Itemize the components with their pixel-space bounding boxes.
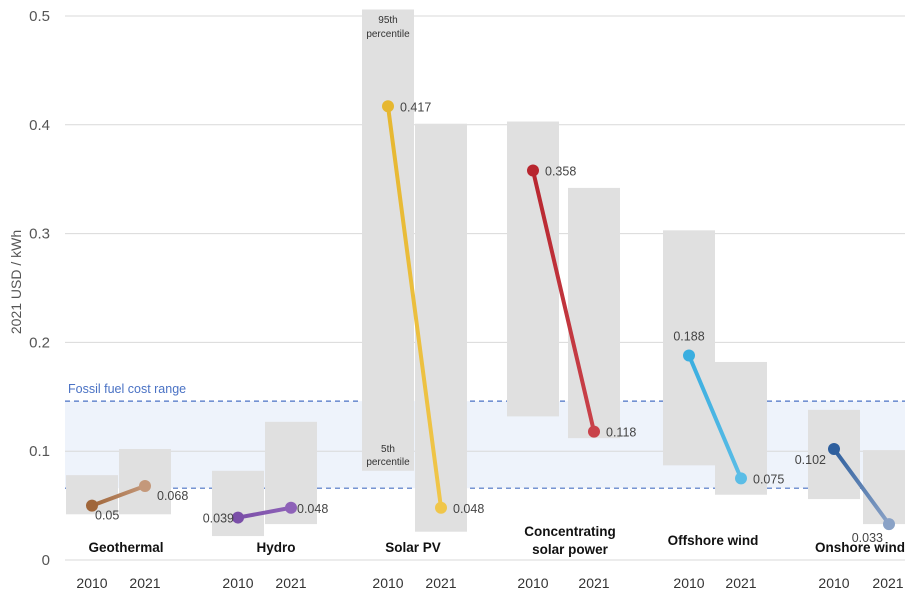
y-axis-label: 2021 USD / kWh (8, 230, 24, 334)
data-point (828, 443, 840, 456)
x-tick-label: 2010 (673, 575, 704, 589)
y-tick-label: 0.4 (29, 117, 50, 134)
y-tick-label: 0 (42, 552, 50, 569)
series-line (386, 104, 443, 510)
chart-text: 0 0.1 0.2 0.3 0.4 0.5 Fossil fuel cost range 0.… (29, 8, 905, 589)
data-label: 0.05 (95, 509, 119, 523)
data-point (86, 499, 98, 512)
percentile-label-low: percentile (366, 457, 410, 468)
percentile-range-bar (568, 187, 620, 439)
series-line (531, 168, 596, 434)
data-point (285, 501, 297, 514)
fossil-range-label: Fossil fuel cost range (68, 382, 186, 396)
data-label: 0.039 (203, 512, 234, 526)
technology-label: Geothermal (88, 540, 163, 555)
x-tick-label: 2021 (425, 575, 456, 589)
data-point (683, 349, 695, 362)
data-point (588, 425, 600, 438)
data-label: 0.068 (157, 489, 188, 503)
data-label: 0.102 (795, 453, 826, 467)
series-lines (86, 100, 895, 531)
data-label: 0.033 (852, 531, 883, 545)
series-line (236, 505, 293, 520)
series-line (90, 484, 147, 508)
x-tick-label: 2010 (517, 575, 548, 589)
percentile-range-bar (212, 470, 264, 537)
technology-label: solar power (532, 542, 609, 557)
data-label: 0.188 (673, 329, 704, 343)
series-line (832, 447, 891, 527)
percentile-label-high: percentile (366, 29, 410, 40)
percentile-label-high: 95th (378, 15, 397, 26)
data-label: 0.417 (400, 100, 431, 114)
data-point (382, 100, 394, 113)
percentile-range-bar (415, 123, 467, 532)
data-label: 0.048 (297, 502, 328, 516)
x-tick-label: 2010 (372, 575, 403, 589)
y-tick-label: 0.2 (29, 334, 50, 351)
data-label: 0.048 (453, 502, 484, 516)
x-tick-label: 2010 (222, 575, 253, 589)
technology-label: Concentrating (524, 524, 616, 539)
series-line (687, 353, 743, 481)
x-tick-label: 2021 (275, 575, 306, 589)
x-tick-label: 2021 (725, 575, 756, 589)
data-point (435, 501, 447, 514)
data-label: 0.075 (753, 472, 784, 486)
technology-label: Hydro (256, 540, 295, 555)
x-tick-label: 2010 (818, 575, 849, 589)
technology-label: Onshore wind (815, 540, 905, 555)
percentile-range-bar (863, 450, 905, 525)
data-point (232, 511, 244, 524)
x-tick-label: 2021 (872, 575, 903, 589)
data-label: 0.358 (545, 164, 576, 178)
x-tick-label: 2021 (129, 575, 160, 589)
technology-label: Solar PV (385, 540, 441, 555)
y-tick-label: 0.1 (29, 443, 50, 460)
data-label: 0.118 (606, 426, 636, 440)
percentile-label-low: 5th (381, 444, 395, 455)
x-tick-label: 2021 (578, 575, 609, 589)
x-tick-label: 2010 (76, 575, 107, 589)
data-point (883, 518, 895, 531)
data-point (735, 472, 747, 485)
data-point (139, 480, 151, 493)
data-point (527, 164, 539, 177)
technology-label: Offshore wind (668, 533, 759, 548)
y-tick-label: 0.3 (29, 226, 50, 243)
percentile-range-bar (663, 230, 715, 466)
y-tick-label: 0.5 (29, 8, 50, 25)
